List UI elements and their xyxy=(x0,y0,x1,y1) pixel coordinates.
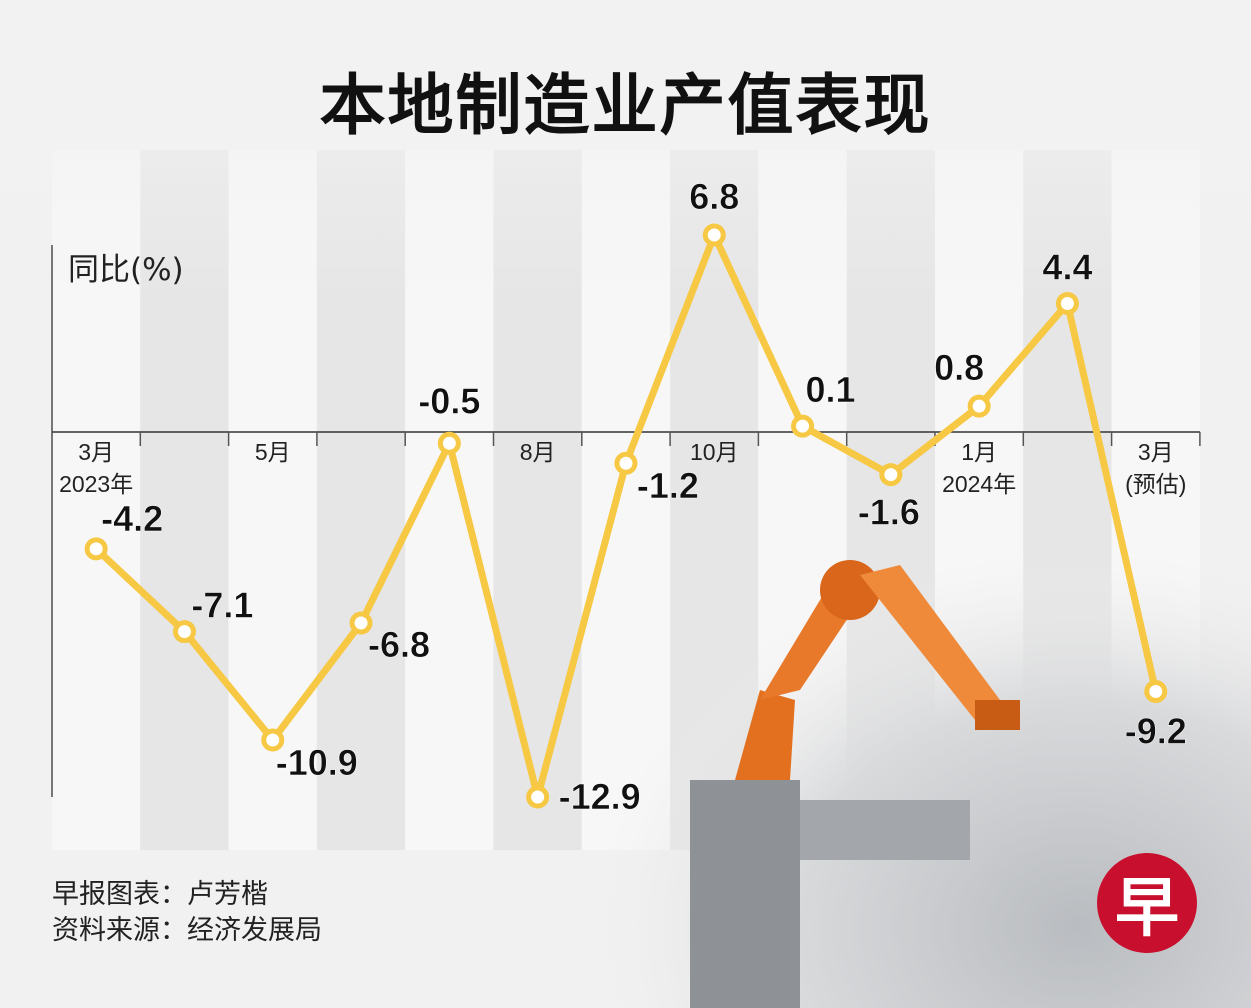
credit-graphic: 早报图表：卢芳楷 xyxy=(52,879,268,910)
x-tick-label: 1月 xyxy=(961,439,997,465)
data-label: -10.9 xyxy=(276,742,358,783)
data-point xyxy=(349,611,373,635)
data-point xyxy=(1144,679,1168,703)
data-point xyxy=(261,728,285,752)
x-tick-label: 2024年 xyxy=(942,471,1016,497)
chart-title: 本地制造业产值表现 xyxy=(319,67,932,144)
x-ticks xyxy=(139,432,1201,446)
data-label: -7.1 xyxy=(191,585,253,626)
data-label: -0.5 xyxy=(418,380,480,421)
x-tick-labels: 3月 2023年 5月 8月 10月 1月 2024年 3月 (预估) xyxy=(59,439,1186,497)
data-point xyxy=(791,414,815,438)
data-label: -1.6 xyxy=(858,492,920,533)
data-labels: -4.2 -7.1 -10.9 -6.8 -0.5 -12.9 -1.2 6.8 0.1 -1.6… xyxy=(101,176,1187,818)
data-label: -4.2 xyxy=(101,498,163,539)
logo-glyph: 早 xyxy=(1115,871,1179,946)
data-point xyxy=(967,394,991,418)
x-tick-label: 8月 xyxy=(520,439,556,465)
data-point xyxy=(702,223,726,247)
data-label: 4.4 xyxy=(1042,246,1092,287)
data-point xyxy=(437,431,461,455)
x-tick-label: 3月 xyxy=(1138,439,1174,465)
data-label: 6.8 xyxy=(689,176,739,217)
y-axis-label: 同比(%) xyxy=(68,252,184,288)
x-tick-label: 5月 xyxy=(255,439,291,465)
data-point xyxy=(172,620,196,644)
x-tick-label: (预估) xyxy=(1125,471,1186,497)
x-tick-label: 3月 xyxy=(78,439,114,465)
data-point xyxy=(84,537,108,561)
data-markers xyxy=(84,223,1168,809)
data-label: -6.8 xyxy=(368,624,430,665)
zaobao-logo: 早 xyxy=(1097,853,1197,953)
data-label: -1.2 xyxy=(637,465,699,506)
x-tick-label: 10月 xyxy=(690,439,739,465)
data-label: -9.2 xyxy=(1125,710,1187,751)
data-point xyxy=(879,463,903,487)
x-tick-label: 2023年 xyxy=(59,471,133,497)
data-point xyxy=(614,451,638,475)
data-label: 0.1 xyxy=(806,369,856,410)
data-label: -12.9 xyxy=(559,776,641,817)
data-label: 0.8 xyxy=(934,347,984,388)
data-point xyxy=(526,785,550,809)
data-point xyxy=(1055,291,1079,315)
credit-source: 资料来源：经济发展局 xyxy=(52,915,322,946)
